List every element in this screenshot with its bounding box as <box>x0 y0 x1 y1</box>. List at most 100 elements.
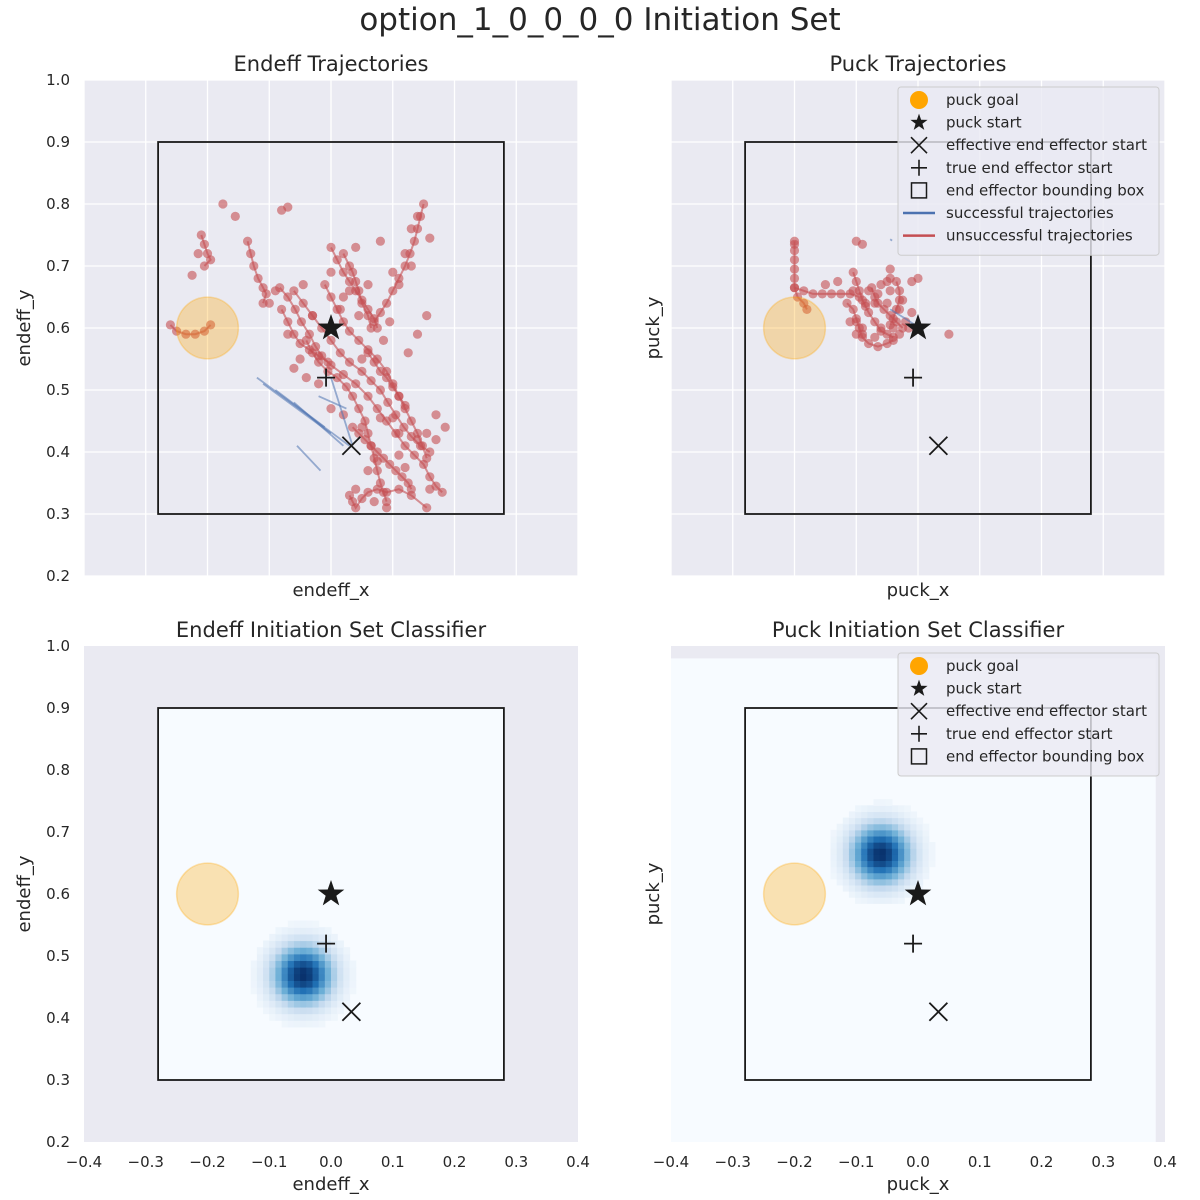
effective-end-effector-start-x <box>341 436 362 456</box>
x-tick-label: 0.0 <box>319 1153 343 1171</box>
heatmap-cell <box>855 811 862 819</box>
heatmap-cell <box>306 967 314 975</box>
heatmap-cell <box>867 866 875 874</box>
y-axis-label: puck_y <box>643 862 664 925</box>
heatmap-cell <box>293 1013 301 1021</box>
heatmap-cell <box>885 829 893 837</box>
heatmap-cell <box>861 866 868 874</box>
heatmap-cell <box>349 973 357 981</box>
heatmap-cell <box>275 980 283 988</box>
heatmap-cell <box>287 1000 295 1008</box>
x-tick-label: 0.3 <box>504 1153 528 1171</box>
heatmap-cell <box>916 817 924 825</box>
heatmap-cell <box>842 884 850 892</box>
heatmap-cell <box>898 823 905 831</box>
x-tick-label: −0.3 <box>715 1153 751 1171</box>
heatmap-cell <box>861 860 868 868</box>
trajectory-point <box>190 329 200 339</box>
y-tick-label: 0.9 <box>46 699 70 717</box>
heatmap-cell <box>263 960 270 968</box>
heatmap-cell <box>337 987 344 995</box>
heatmap-cell <box>312 960 320 968</box>
heatmap-cell <box>281 1020 289 1028</box>
trajectory-point <box>351 503 361 513</box>
heatmap-cell <box>891 854 899 862</box>
heatmap-cell <box>306 1020 314 1028</box>
trajectory-point <box>253 273 263 283</box>
heatmap-cell <box>263 947 270 955</box>
trajectory-point <box>870 317 880 327</box>
trajectory-point <box>206 320 216 330</box>
trajectory-point <box>848 304 858 314</box>
heatmap-cell <box>287 940 295 948</box>
heatmap-cell <box>306 920 314 928</box>
trajectory-point <box>406 261 416 271</box>
x-tick-label: 0.2 <box>1030 1153 1054 1171</box>
heatmap-cell <box>891 866 899 874</box>
heatmap-cell <box>312 987 320 995</box>
heatmap-cell <box>891 848 899 855</box>
heatmap-cell <box>275 1000 283 1008</box>
heatmap-cell <box>300 1013 307 1021</box>
x-tick-label: −0.3 <box>128 1153 164 1171</box>
y-tick-label: 0.4 <box>46 1009 70 1027</box>
trajectory-point <box>270 286 280 296</box>
trajectory-point <box>369 357 379 367</box>
heatmap-cell <box>904 872 911 880</box>
star-icon <box>910 679 928 696</box>
heatmap-cell <box>855 891 862 898</box>
heatmap-cell <box>891 823 899 831</box>
trajectory-point <box>400 462 410 473</box>
heatmap-cell <box>337 980 344 988</box>
trajectory-point <box>357 298 367 308</box>
trajectory-point <box>283 202 293 212</box>
trajectory-point <box>335 348 345 358</box>
heatmap-cell <box>916 823 924 831</box>
trajectory-point <box>382 298 392 308</box>
x-tick-label: −0.2 <box>776 1153 812 1171</box>
heatmap-cell <box>873 842 881 849</box>
heatmap-cell <box>898 891 905 898</box>
trajectory-point <box>218 199 228 209</box>
heatmap-cell <box>904 866 911 874</box>
effective-end-effector-start-x <box>928 1002 949 1022</box>
heatmap-cell <box>916 848 924 855</box>
heatmap-cell <box>312 927 320 935</box>
heatmap-cell <box>885 866 893 874</box>
y-tick-label: 0.7 <box>46 823 70 841</box>
heatmap-cell <box>343 960 351 968</box>
heatmap-cell <box>873 878 881 886</box>
legend-label: puck goal <box>946 657 1019 675</box>
heatmap-cell <box>879 854 887 862</box>
trajectory-point <box>394 280 404 290</box>
legend-box <box>897 86 1160 256</box>
heatmap-cell <box>269 1006 277 1015</box>
trajectory-point <box>181 329 191 339</box>
x-tick-label: 0.4 <box>1153 1153 1177 1171</box>
trajectory-point <box>870 298 880 308</box>
trajectory-point <box>406 416 416 426</box>
heatmap-cell <box>306 933 314 942</box>
heatmap-cell <box>331 953 338 962</box>
heatmap-cell <box>349 960 357 968</box>
trajectory-point <box>876 280 886 290</box>
heatmap-cell <box>879 872 887 880</box>
heatmap-cell <box>873 897 881 904</box>
heatmap-cell <box>324 960 332 968</box>
trajectory-point <box>388 267 398 277</box>
heatmap-cell <box>263 1000 270 1008</box>
heatmap-cell <box>861 823 868 831</box>
circle-icon <box>910 657 928 675</box>
trajectory-point <box>802 304 812 314</box>
heatmap-cell <box>910 811 918 819</box>
heatmap-cell <box>281 967 289 975</box>
trajectory-point <box>341 382 351 392</box>
heatmap-cell <box>300 947 307 955</box>
trajectory-point <box>354 404 364 414</box>
panel-title: Endeff Trajectories <box>234 52 429 76</box>
heatmap-cell <box>898 860 905 868</box>
y-tick-label: 1.0 <box>46 71 70 89</box>
trajectory-point <box>425 484 435 494</box>
heatmap-cell <box>898 884 905 892</box>
panel-3: Endeff Initiation Set Classifier endeff_x… <box>14 618 590 1195</box>
